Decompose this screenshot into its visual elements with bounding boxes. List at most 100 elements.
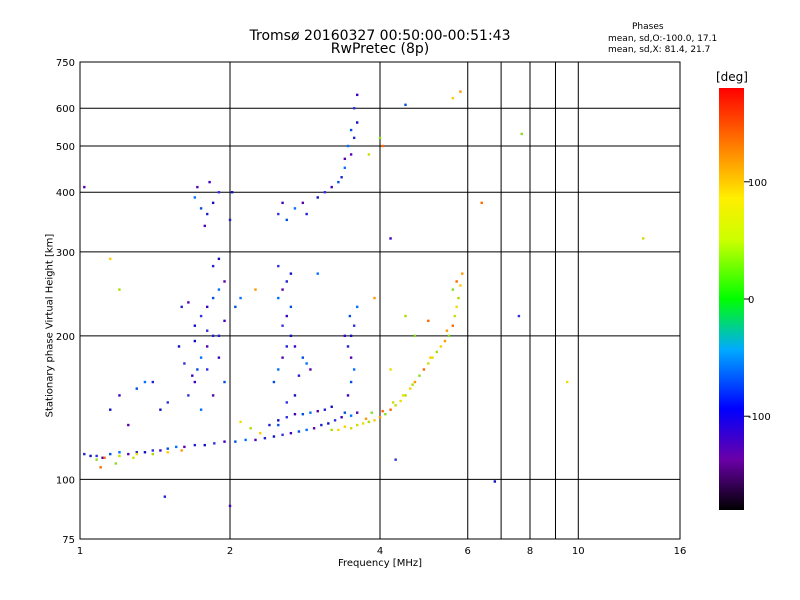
data-point [166,451,169,454]
y-tick-label: 75 [62,535,75,546]
data-point [384,412,387,416]
data-point [320,423,323,427]
data-point [378,136,382,140]
data-point [118,394,121,397]
data-point [285,416,288,419]
phase-stats-o: mean, sd,O:-100.0, 17.1 [608,34,718,44]
data-point [381,409,384,413]
data-point [159,408,162,411]
data-point [309,411,312,414]
plot-frame [79,61,681,540]
data-point [309,368,312,371]
data-point [205,212,209,216]
y-tick-label: 500 [56,142,75,153]
data-point [343,157,347,161]
data-point [355,411,359,414]
data-point [211,264,215,268]
data-point [343,334,347,338]
data-point [451,96,455,100]
data-point [103,456,106,459]
data-point [394,404,397,407]
data-point [135,452,138,456]
data-point [333,419,337,422]
data-point [367,153,371,156]
data-point [281,356,284,359]
data-point [455,305,458,309]
data-point [135,387,138,390]
data-point [352,324,356,327]
data-point [348,314,352,318]
data-point [272,435,276,438]
data-point [459,90,462,93]
data-point [166,401,169,404]
data-point [289,334,293,338]
data-point [175,445,178,449]
data-point [301,201,305,205]
data-point [95,454,98,458]
colorbar-ticks: 100 0 -100 [744,178,771,423]
data-point [349,380,353,384]
data-point [223,380,226,384]
data-point [349,334,353,338]
data-point [151,449,155,452]
data-point [277,423,280,427]
data-point [349,356,353,359]
data-point [244,438,247,442]
data-point [346,144,350,148]
data-point [461,272,464,275]
data-point [277,212,280,216]
data-point [355,423,359,427]
data-point [151,452,155,456]
x-tick-label: 2 [227,546,233,557]
data-point [301,356,305,359]
data-point [435,350,438,354]
data-point [293,412,297,416]
x-tick-label: 16 [674,546,687,557]
data-point [196,185,199,189]
data-point [118,451,121,454]
data-point [293,207,297,210]
data-point [143,380,147,384]
y-tick-label: 300 [56,248,75,259]
data-point [293,345,297,348]
plot-grid [80,62,680,539]
data-point [272,380,276,384]
data-point [277,296,280,300]
data-point [409,387,412,390]
data-point [203,224,206,228]
data-point [83,185,86,189]
data-point [99,466,102,469]
data-point [305,428,308,432]
y-tick-label: 200 [56,332,75,343]
data-point [285,280,288,283]
data-point [281,433,284,437]
data-point [281,288,284,291]
data-point [305,362,308,365]
data-point [193,196,197,199]
data-point [211,296,215,300]
data-point [223,280,226,283]
data-point [327,422,330,425]
data-point [399,399,402,403]
data-point [355,93,359,97]
y-tick-label: 750 [56,58,75,69]
data-point [439,345,443,348]
data-point [349,153,353,156]
data-point [217,257,221,261]
data-point [239,420,242,424]
x-axis-label: Frequency [MHz] [337,558,423,569]
data-point [394,458,397,461]
data-point [177,345,181,348]
y-tick-label: 100 [56,475,75,486]
x-tick-label: 6 [465,546,471,557]
data-point [277,368,280,371]
data-point [193,380,197,384]
data-point [217,191,221,194]
data-point [355,121,359,124]
data-point [401,394,405,397]
data-point [234,440,237,443]
y-axis-ticks: 75 100 200 300 400 500 600 750 [56,58,75,546]
data-point [418,374,421,377]
data-point [217,334,221,338]
